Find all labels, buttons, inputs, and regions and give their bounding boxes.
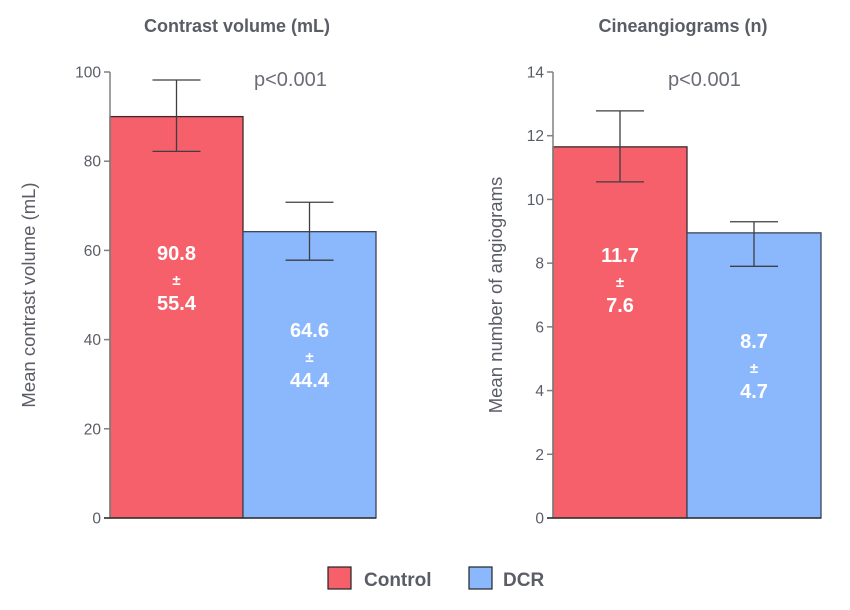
bar-label-sd: 4.7 [740,381,768,403]
legend-label-control: Control [364,570,432,591]
y-tick-label: 0 [92,511,101,528]
bar-labels: 11.7 ±7.6 8.7 ±4.7 [601,245,768,403]
legend-item-control: Control [327,566,432,591]
error-bar-dcr [285,201,334,261]
bars [552,146,822,519]
error-bars [152,79,334,261]
legend-swatch-control [327,566,352,590]
error-bar-dcr [730,221,778,267]
bar-label-plusminus: ± [750,360,758,377]
y-axis-ticks: 0 2 4 6 8 10 12 14 [527,65,553,528]
bar-label-plusminus: ± [172,272,180,289]
y-tick-label: 8 [535,256,544,273]
contrast-volume-chart: Contrast volume (mL) Mean contrast volum… [18,16,377,528]
bar-label-plusminus: ± [616,274,624,291]
p-value-annotation: p<0.001 [254,69,327,91]
bar-label-sd: 55.4 [157,293,197,315]
bar-label-sd: 7.6 [606,295,634,317]
error-bars [596,110,778,267]
y-tick-label: 10 [527,192,545,209]
bar-label-mean: 11.7 [601,245,639,267]
y-tick-label: 100 [75,65,101,82]
y-tick-label: 80 [84,154,102,171]
y-axis-label: Mean number of angiograms [485,177,506,414]
y-tick-label: 6 [535,319,544,336]
bar-label-mean: 90.8 [157,243,196,265]
p-value-annotation: p<0.001 [668,69,741,91]
y-tick-label: 0 [535,511,544,528]
y-tick-label: 12 [527,128,544,145]
legend: Control DCR [327,566,544,591]
chart-title: Contrast volume (mL) [144,16,330,36]
y-tick-label: 4 [535,383,544,400]
error-bar-control [596,110,644,183]
y-tick-label: 2 [535,447,544,464]
bar-label-plusminus: ± [305,349,313,366]
bar-labels: 90.8 ±55.4 64.6 ±44.4 [157,243,330,392]
y-tick-label: 14 [527,65,545,82]
y-axis-label: Mean contrast volume (mL) [18,182,39,407]
y-axis-ticks: 0 20 40 60 80 100 [75,65,110,528]
bar-control [109,115,244,519]
error-bar-control [152,79,201,153]
y-tick-label: 40 [84,332,102,349]
bar-label-mean: 64.6 [290,320,329,342]
legend-label-dcr: DCR [503,570,544,591]
y-tick-label: 60 [84,243,102,260]
legend-swatch-dcr [468,566,493,590]
chart-title: Cineangiograms (n) [598,16,767,36]
cineangiograms-chart: Cineangiograms (n) Mean number of angiog… [485,16,822,528]
bar-control [552,146,688,519]
y-tick-label: 20 [84,421,102,438]
legend-item-dcr: DCR [468,566,544,591]
bars [109,115,377,519]
bar-label-sd: 44.4 [290,370,330,392]
bar-label-mean: 8.7 [740,331,768,353]
